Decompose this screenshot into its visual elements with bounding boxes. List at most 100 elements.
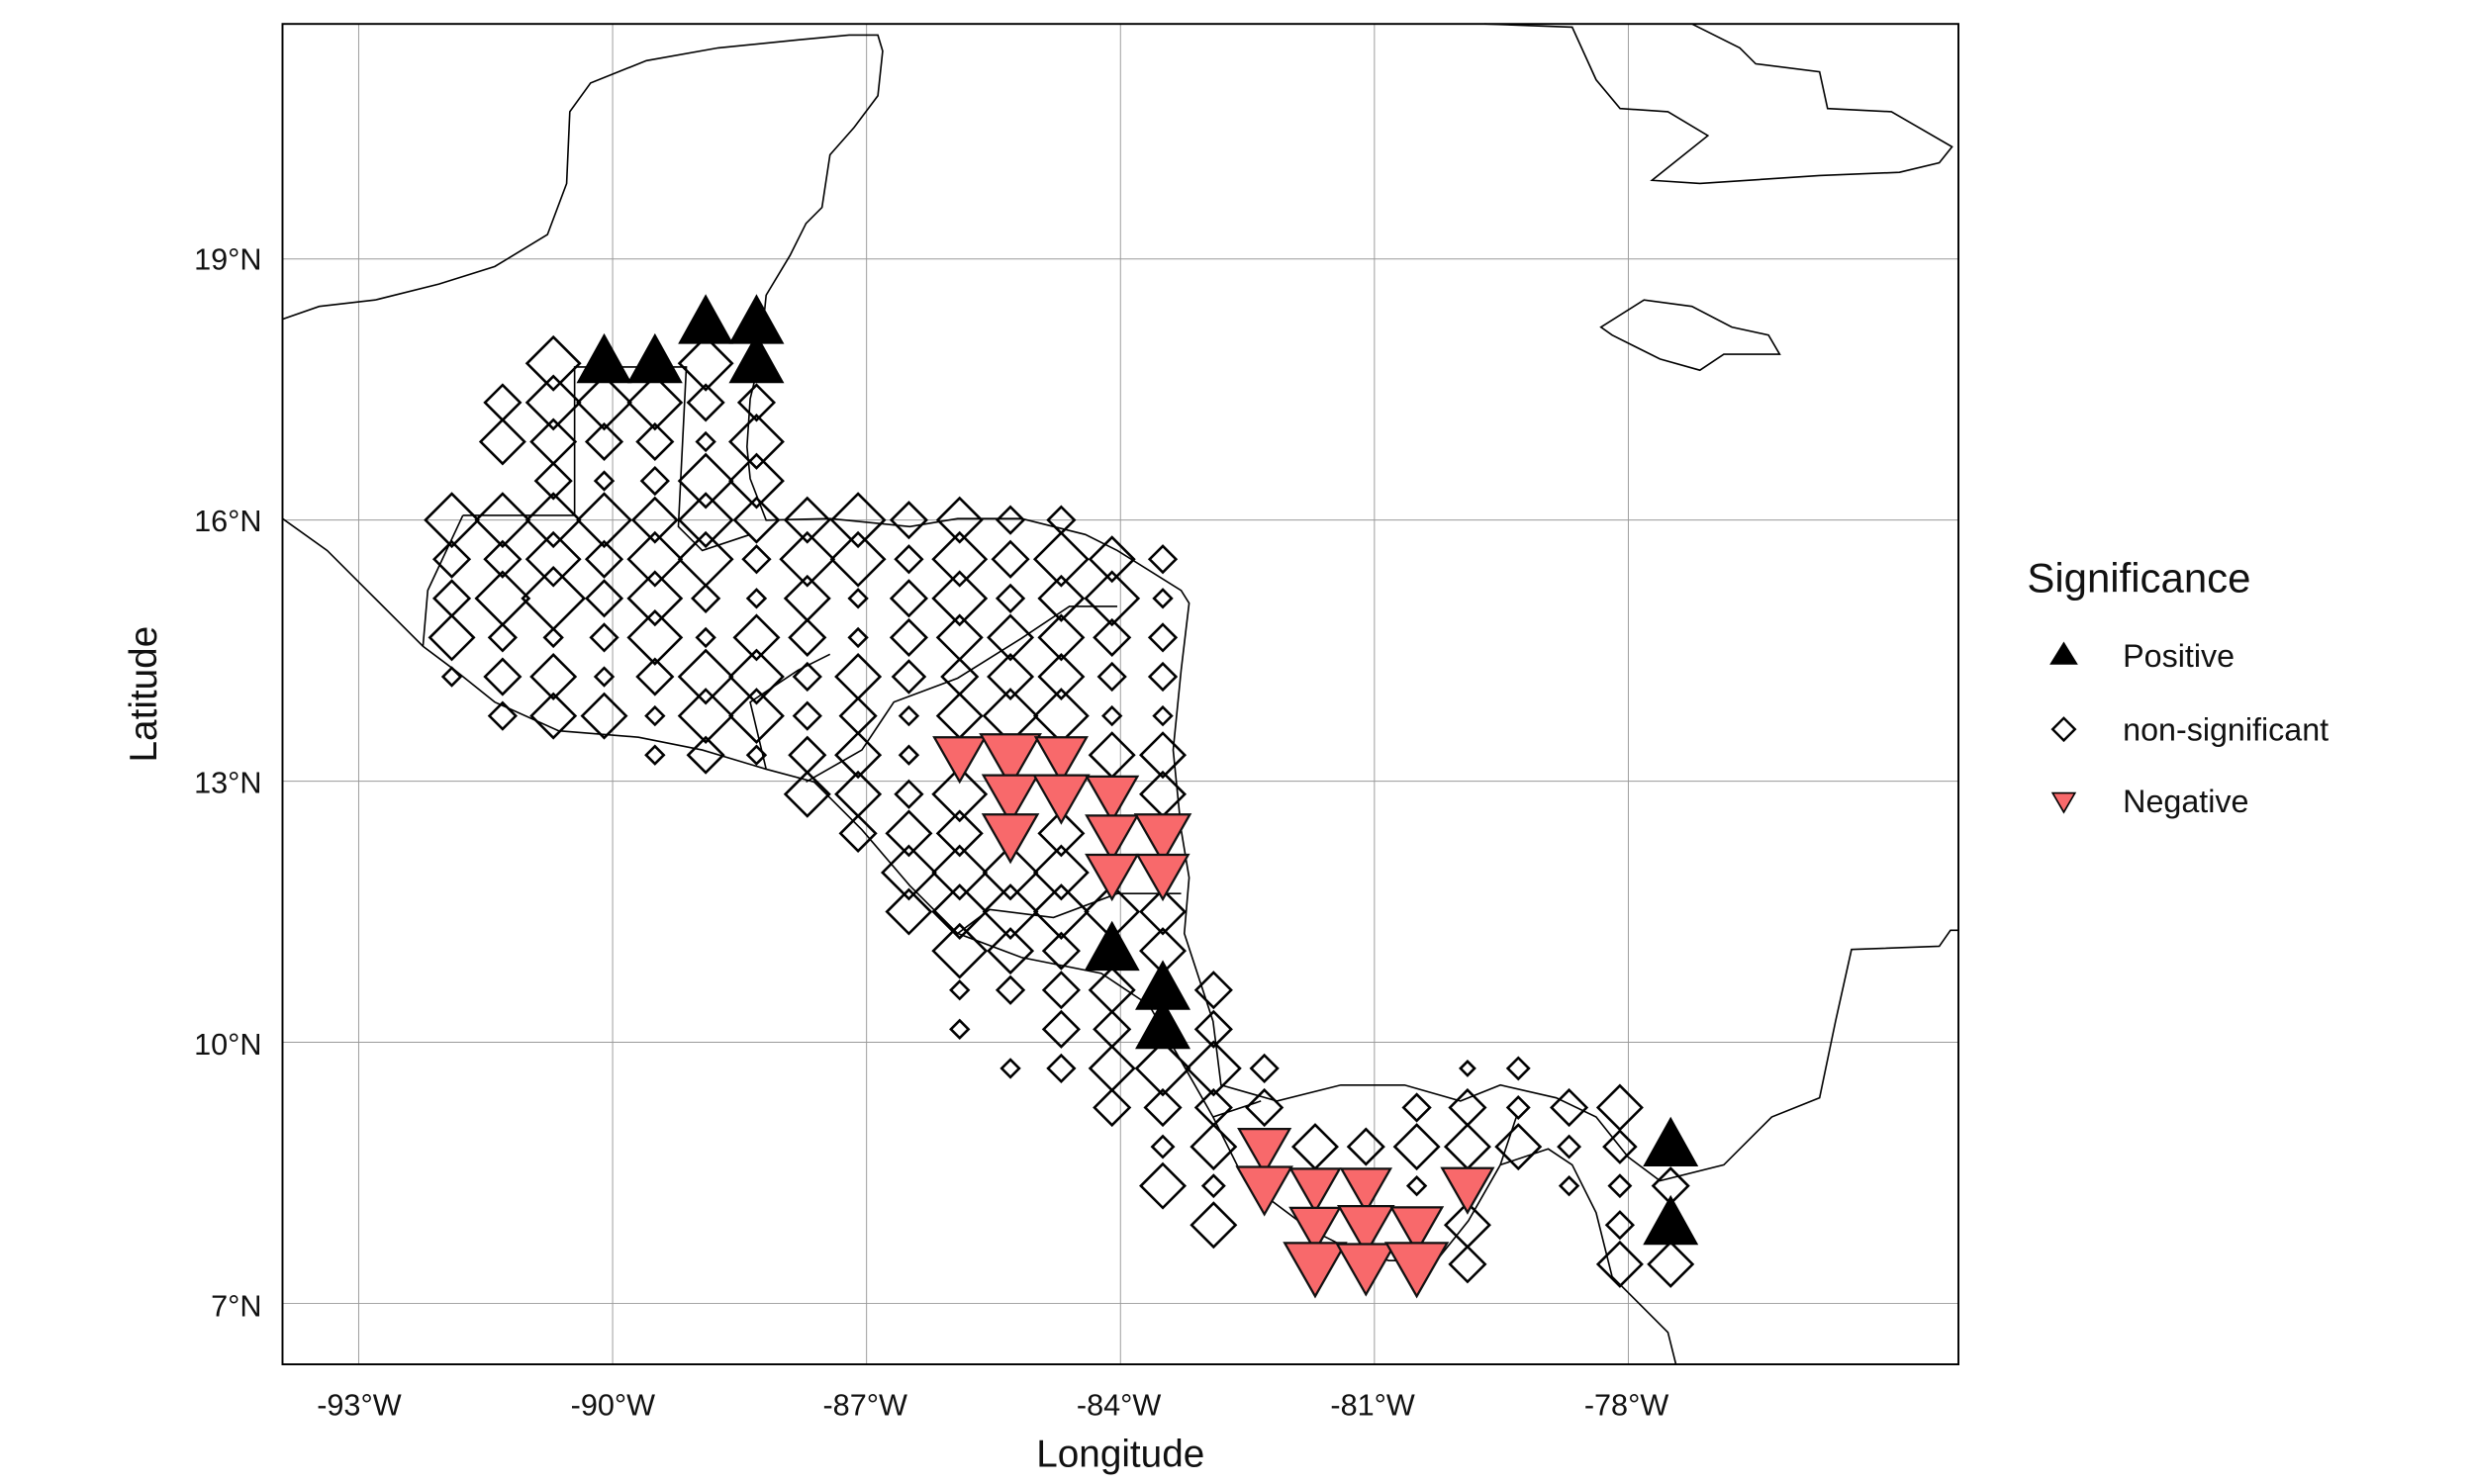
point-non-significant <box>931 844 989 901</box>
point-non-significant <box>1093 1087 1132 1128</box>
point-non-significant <box>732 613 781 662</box>
point-non-significant <box>1290 1123 1339 1171</box>
point-non-significant <box>1346 1127 1385 1166</box>
x-tick-label: -78°W <box>1584 1389 1669 1423</box>
point-non-significant <box>728 414 785 470</box>
y-axis-title: Latitude <box>123 626 165 763</box>
point-negative <box>932 736 988 785</box>
point-non-significant <box>521 565 587 631</box>
point-non-significant <box>593 666 616 688</box>
y-tick-label: 7°N <box>211 1290 261 1324</box>
point-positive <box>1643 1116 1699 1167</box>
point-non-significant <box>1041 931 1081 971</box>
point-non-significant <box>838 696 878 736</box>
point-non-significant <box>783 496 831 544</box>
point-non-significant <box>995 974 1026 1005</box>
point-negative <box>981 774 1040 825</box>
point-non-significant <box>995 583 1026 613</box>
point-non-significant <box>1088 535 1136 584</box>
y-tick-label: 16°N <box>194 505 261 538</box>
point-negative <box>1335 1243 1397 1297</box>
point-negative <box>1283 1242 1348 1299</box>
point-non-significant <box>529 417 578 466</box>
legend-label-negative: Negative <box>2123 784 2248 819</box>
point-non-significant <box>982 844 1039 901</box>
point-non-significant <box>1139 887 1188 936</box>
point-non-significant <box>677 452 734 510</box>
point-non-significant <box>1046 1053 1077 1084</box>
point-non-significant <box>644 744 666 766</box>
point-non-significant <box>1134 1040 1191 1097</box>
point-non-significant <box>1550 1087 1589 1128</box>
point-negative <box>1288 1206 1342 1253</box>
point-non-significant <box>1088 1044 1136 1092</box>
point-non-significant <box>987 613 1035 662</box>
point-non-significant <box>424 492 480 549</box>
point-negative <box>979 733 1042 788</box>
point-non-significant <box>1505 1056 1531 1081</box>
point-non-significant <box>1147 622 1179 653</box>
point-negative <box>1288 1167 1342 1214</box>
point-non-significant <box>1193 1009 1233 1049</box>
point-negative <box>1085 853 1140 902</box>
point-non-significant <box>931 922 989 979</box>
point-non-significant <box>1443 1123 1491 1171</box>
point-non-significant <box>644 704 666 727</box>
point-positive <box>576 332 632 384</box>
point-non-significant <box>935 496 984 544</box>
point-non-significant <box>487 700 519 731</box>
point-non-significant <box>677 530 734 588</box>
point-non-significant <box>626 530 684 588</box>
point-non-significant <box>885 809 933 858</box>
point-negative <box>1337 1204 1395 1256</box>
point-non-significant <box>1041 1009 1081 1049</box>
point-non-significant <box>931 766 989 823</box>
point-non-significant <box>677 648 734 705</box>
data-points <box>424 294 1699 1299</box>
x-tick-label: -93°W <box>317 1389 402 1423</box>
point-non-significant <box>1084 570 1141 627</box>
point-non-significant <box>524 492 582 549</box>
point-non-significant <box>1143 1087 1183 1128</box>
point-non-significant <box>524 374 582 431</box>
point-positive <box>678 294 734 344</box>
point-non-significant <box>1032 883 1090 940</box>
coastline-caribbean <box>282 34 1959 1182</box>
point-non-significant <box>1189 1201 1238 1250</box>
point-non-significant <box>1405 1174 1428 1197</box>
point-non-significant <box>524 530 582 588</box>
point-non-significant <box>635 421 675 462</box>
point-non-significant <box>894 779 924 809</box>
point-non-significant <box>487 622 519 653</box>
point-non-significant <box>1392 1123 1441 1171</box>
point-positive <box>1135 998 1191 1050</box>
point-non-significant <box>1101 704 1123 727</box>
point-non-significant <box>1448 1087 1487 1128</box>
point-positive <box>728 332 785 384</box>
point-non-significant <box>677 492 734 549</box>
point-negative <box>1085 775 1140 823</box>
point-non-significant <box>1245 1087 1285 1128</box>
point-negative <box>1133 813 1192 865</box>
point-non-significant <box>1147 544 1179 575</box>
point-non-significant <box>542 626 564 649</box>
point-non-significant <box>691 583 721 613</box>
x-tick-label: -90°W <box>571 1389 656 1423</box>
point-non-significant <box>1595 1240 1644 1288</box>
point-non-significant <box>1401 1092 1432 1123</box>
point-non-significant <box>898 744 920 766</box>
legend-negative-triangle-icon <box>2050 791 2077 814</box>
point-non-significant <box>982 883 1039 940</box>
point-non-significant <box>1093 617 1132 657</box>
point-non-significant <box>829 492 887 549</box>
point-non-significant <box>788 617 827 657</box>
point-non-significant <box>1152 704 1174 727</box>
x-axis: -93°W -90°W -87°W -84°W -81°W -78°W Long… <box>317 1389 1668 1476</box>
point-non-significant <box>987 927 1035 975</box>
point-non-significant <box>1494 1123 1543 1171</box>
point-non-significant <box>1604 1210 1636 1241</box>
point-non-significant <box>995 505 1026 535</box>
x-tick-label: -84°W <box>1077 1389 1162 1423</box>
point-non-significant <box>474 492 531 549</box>
gridlines <box>282 24 1959 1365</box>
